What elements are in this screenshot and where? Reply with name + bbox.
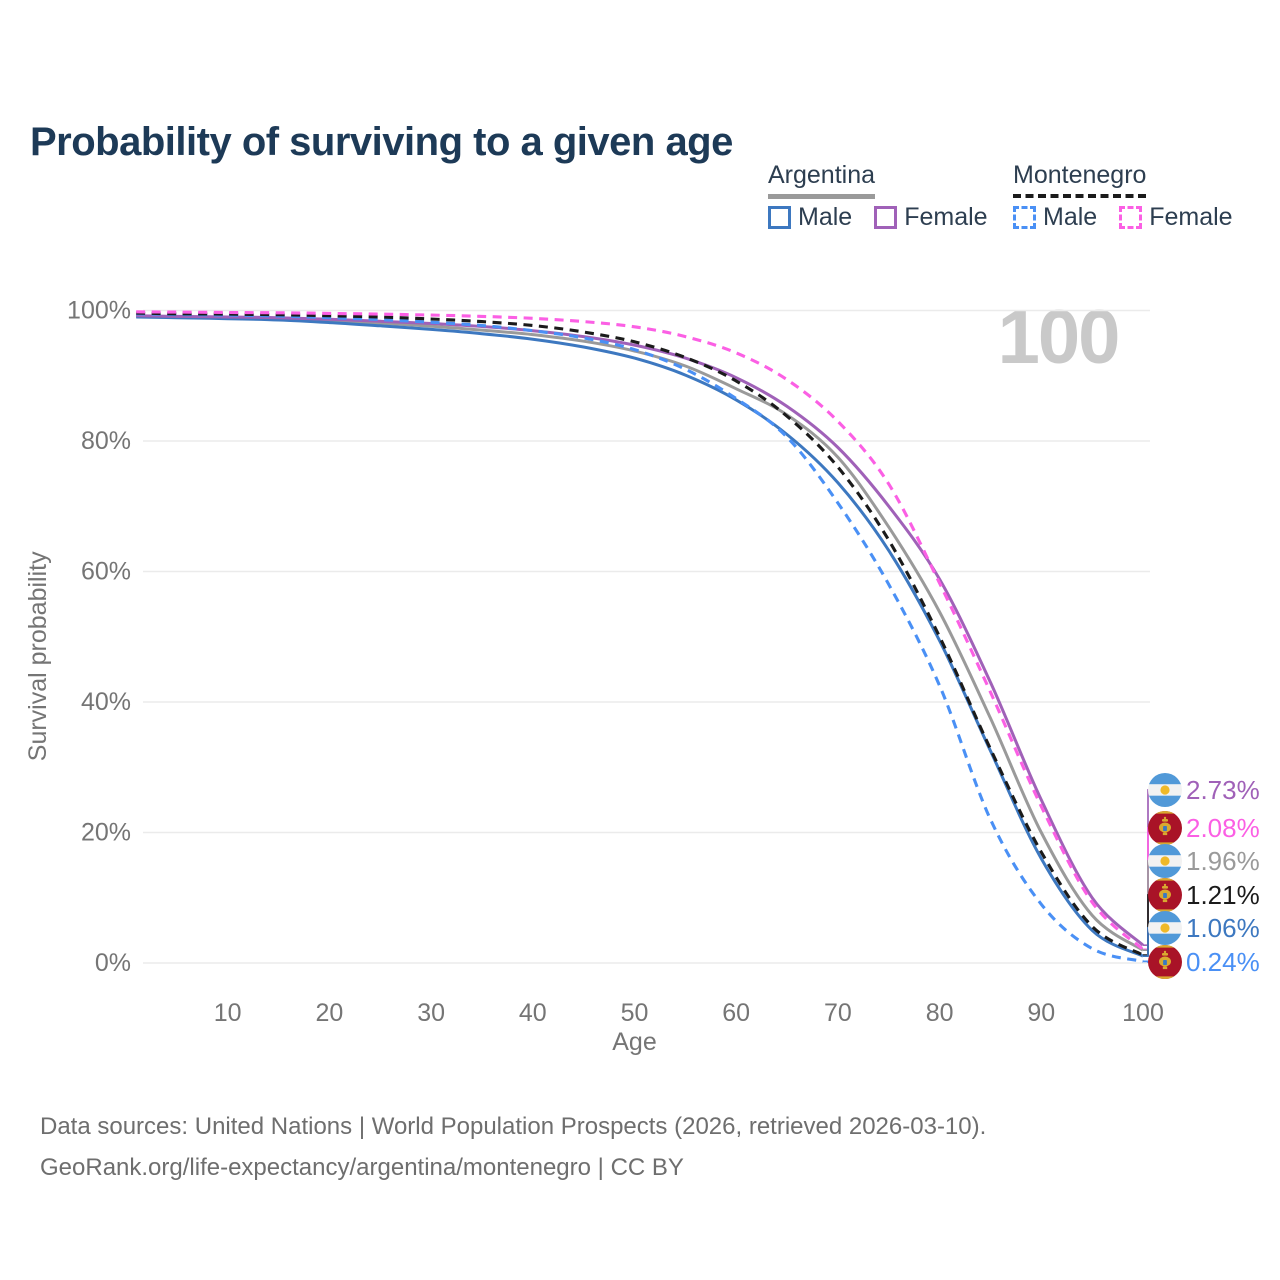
legend-item-argentina-male[interactable]: Male xyxy=(768,203,852,232)
legend-item-label: Male xyxy=(1043,203,1098,231)
legend-item-montenegro-female[interactable]: Female xyxy=(1119,203,1233,232)
chart-footer: Data sources: United Nations | World Pop… xyxy=(40,1106,986,1188)
end-labels: 2.73% 2.08%1.96% 1.21%1.06% 0.24% xyxy=(1143,773,1260,979)
flag-icon-montenegro xyxy=(1148,878,1182,912)
legend-item-label: Female xyxy=(1149,203,1233,231)
end-label-value: 2.73% xyxy=(1186,775,1260,805)
end-label-value: 0.24% xyxy=(1186,947,1260,977)
y-tick-label: 100% xyxy=(67,297,131,325)
end-label-value: 1.06% xyxy=(1186,913,1260,943)
x-tick-label: 20 xyxy=(315,999,343,1027)
x-axis-title: Age xyxy=(612,1028,656,1056)
argentina-male-swatch xyxy=(768,206,791,229)
series-line-argentina-total xyxy=(136,314,1144,952)
series-line-argentina-female xyxy=(136,314,1145,947)
x-tick-label: 50 xyxy=(621,999,649,1027)
x-tick-label: 70 xyxy=(824,999,852,1027)
attribution-line: GeoRank.org/life-expectancy/argentina/mo… xyxy=(40,1154,684,1181)
legend-row-argentina: Male Female xyxy=(768,203,988,232)
flag-icon-argentina xyxy=(1148,773,1182,807)
x-tick-label: 30 xyxy=(417,999,445,1027)
y-tick-label: 0% xyxy=(95,949,131,977)
flag-icon-argentina xyxy=(1148,844,1182,878)
x-tick-label: 90 xyxy=(1027,999,1055,1027)
argentina-female-swatch xyxy=(874,206,898,229)
flag-icon-argentina xyxy=(1148,911,1182,945)
y-axis-title: Survival probability xyxy=(24,551,52,761)
y-tick-label: 80% xyxy=(81,427,131,455)
series-line-argentina-male xyxy=(136,315,1144,958)
x-tick-label: 100 xyxy=(1122,999,1164,1027)
end-label-value: 1.96% xyxy=(1186,846,1260,876)
y-tick-label: 20% xyxy=(81,819,131,847)
y-tick-label: 40% xyxy=(81,688,131,716)
end-label-value: 1.21% xyxy=(1186,880,1260,910)
end-label-argentina-female: 2.73% xyxy=(1143,773,1260,947)
end-label-montenegro-total: 1.21% xyxy=(1143,878,1260,956)
series-line-montenegro-female xyxy=(136,310,1145,951)
legend-group-argentina[interactable]: Argentina xyxy=(768,161,876,199)
x-tick-label: 60 xyxy=(722,999,750,1027)
end-label-argentina-total: 1.96% xyxy=(1143,844,1260,952)
legend-item-label: Male xyxy=(798,203,853,231)
end-label-argentina-male: 1.06% xyxy=(1143,911,1260,957)
legend-item-montenegro-male[interactable]: Male xyxy=(1013,203,1097,232)
x-tick-label: 80 xyxy=(926,999,954,1027)
flag-icon-montenegro xyxy=(1148,811,1182,845)
legend-group-montenegro[interactable]: Montenegro xyxy=(1013,161,1147,198)
age-watermark: 100 xyxy=(997,295,1121,380)
legend-row-montenegro: Male Female xyxy=(1013,203,1233,232)
end-label-montenegro-female: 2.08% xyxy=(1143,811,1260,951)
grid-lines xyxy=(143,309,1150,964)
x-tick-label: 10 xyxy=(214,999,242,1027)
end-label-value: 2.08% xyxy=(1186,813,1260,843)
series-line-montenegro-male xyxy=(136,312,1144,963)
legend-item-label: Female xyxy=(904,203,988,231)
series-lines xyxy=(136,310,1145,963)
x-tick-label: 40 xyxy=(519,999,547,1027)
series-line-montenegro-total xyxy=(136,311,1144,957)
flag-icon-montenegro xyxy=(1148,945,1182,979)
montenegro-male-swatch xyxy=(1013,206,1036,229)
x-axis-ticks: 10 20 30 40 50 60 70 80 90 100 xyxy=(214,999,1164,1027)
montenegro-female-swatch xyxy=(1119,206,1143,229)
data-sources-line: Data sources: United Nations | World Pop… xyxy=(40,1113,987,1140)
y-axis-ticks: 0% 20% 40% 60% 80% 100% xyxy=(67,297,131,978)
page-title: Probability of surviving to a given age xyxy=(30,119,733,164)
y-tick-label: 60% xyxy=(81,558,131,586)
end-label-montenegro-male: 0.24% xyxy=(1143,945,1260,979)
legend-item-argentina-female[interactable]: Female xyxy=(874,203,988,232)
